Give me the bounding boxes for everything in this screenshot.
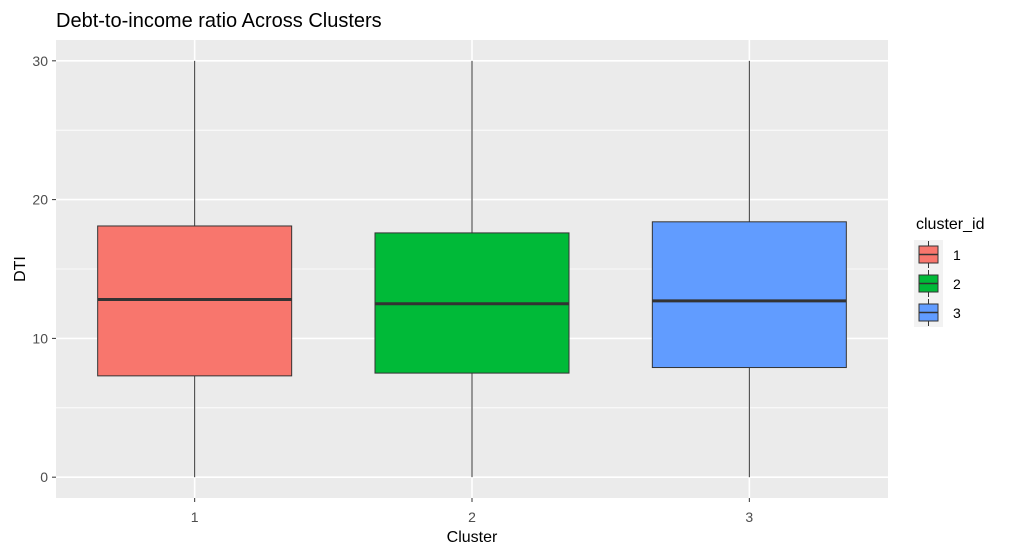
y-tick-label: 30 bbox=[32, 53, 48, 69]
legend-title: cluster_id bbox=[916, 216, 984, 233]
x-tick-label: 3 bbox=[745, 509, 753, 525]
y-tick-label: 20 bbox=[32, 192, 48, 208]
legend-label: 2 bbox=[953, 276, 961, 292]
box-cluster-1 bbox=[97, 60, 293, 478]
box-cluster-2 bbox=[374, 60, 570, 478]
y-tick-label: 10 bbox=[32, 330, 48, 346]
legend-label: 3 bbox=[953, 305, 961, 321]
x-axis-title: Cluster bbox=[447, 529, 498, 546]
box-iqr bbox=[651, 221, 847, 369]
boxes bbox=[97, 60, 847, 478]
legend-key-2 bbox=[914, 269, 943, 298]
chart-title: Debt-to-income ratio Across Clusters bbox=[56, 10, 382, 32]
legend-key-1 bbox=[914, 240, 943, 269]
legend-key-3 bbox=[914, 298, 943, 327]
x-tick-label: 1 bbox=[191, 509, 199, 525]
box-cluster-3 bbox=[651, 60, 847, 478]
x-tick-label: 2 bbox=[468, 509, 476, 525]
x-axis: 1 2 3 bbox=[191, 498, 753, 525]
y-tick-label: 0 bbox=[40, 469, 48, 485]
y-axis-title: DTI bbox=[12, 256, 29, 282]
legend-label: 1 bbox=[953, 247, 961, 263]
legend: cluster_id 1 2 3 bbox=[914, 216, 984, 327]
y-axis: 0 10 20 30 bbox=[32, 53, 56, 485]
